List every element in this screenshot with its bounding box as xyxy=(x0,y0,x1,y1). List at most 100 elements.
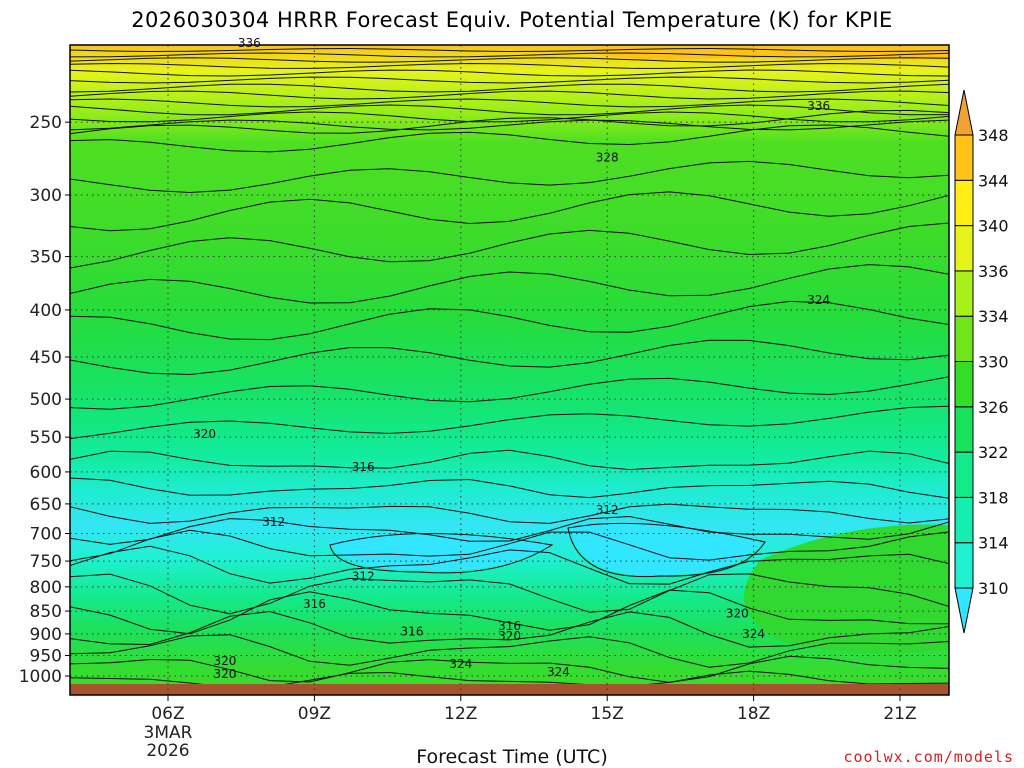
x-tick-label: 09Z xyxy=(298,704,331,724)
contour-line xyxy=(70,98,949,108)
contour-label: 312 xyxy=(352,570,375,584)
colorbar-tick-label: 334 xyxy=(978,307,1009,326)
y-tick-label: 650 xyxy=(30,495,62,515)
contour-line xyxy=(70,69,949,77)
y-tick-label: 700 xyxy=(30,525,62,545)
contour-label: 320 xyxy=(498,629,521,643)
chart-title: 2026030304 HRRR Forecast Equiv. Potentia… xyxy=(131,8,893,32)
y-tick-label: 500 xyxy=(30,390,62,410)
y-tick-label: 450 xyxy=(30,348,62,368)
colorbar-tick-label: 330 xyxy=(978,353,1009,372)
contour-line xyxy=(567,522,766,578)
contour-line xyxy=(70,573,949,615)
y-tick-label: 250 xyxy=(30,113,62,133)
contour-line xyxy=(70,222,949,269)
contour-line xyxy=(70,503,949,524)
x-tick-label: 12Z xyxy=(444,704,477,724)
pressure-axis: 250 300 350 400 450 500 550 600 650 700 750 800 850 9… xyxy=(19,113,70,687)
contour-line xyxy=(70,449,949,471)
watermark-text: coolwx.com/models xyxy=(843,748,1014,766)
contour-line xyxy=(70,52,949,58)
contour-label: 324 xyxy=(807,293,830,307)
contour-line xyxy=(70,109,949,135)
contour-label: 324 xyxy=(742,627,765,641)
contour-label: 316 xyxy=(303,597,326,611)
y-tick-label: 600 xyxy=(30,463,62,483)
contour-line xyxy=(70,610,949,648)
contour-label: 336 xyxy=(807,99,830,113)
y-tick-label: 400 xyxy=(30,301,62,321)
contour-label: 324 xyxy=(449,657,472,671)
x-date-label: 2026 xyxy=(146,741,189,761)
colorbar-segment xyxy=(954,496,974,544)
colorbar-max-arrow xyxy=(954,89,974,136)
y-tick-label: 550 xyxy=(30,428,62,448)
contour-line xyxy=(70,62,949,69)
colorbar-segment xyxy=(954,179,974,227)
contour-label: 320 xyxy=(213,654,236,668)
contour-line xyxy=(70,104,949,116)
contour-line xyxy=(70,405,949,440)
colorbar-segment xyxy=(954,406,974,453)
contour-line xyxy=(329,533,554,574)
x-axis-label: Forecast Time (UTC) xyxy=(416,746,608,768)
contour-label: 316 xyxy=(352,460,375,474)
y-tick-label: 800 xyxy=(30,578,62,598)
x-date-label: 3MAR xyxy=(144,723,193,743)
contour-label: 312 xyxy=(596,503,619,517)
contour-label: 320 xyxy=(213,667,236,681)
y-tick-label: 300 xyxy=(30,186,62,206)
colorbar-tick-label: 336 xyxy=(978,262,1009,281)
contour-label: 316 xyxy=(498,619,521,633)
colorbar-segment xyxy=(954,451,974,498)
contour-label: 336 xyxy=(238,36,261,50)
y-tick-label: 900 xyxy=(30,625,62,645)
colorbar-segment xyxy=(954,542,974,589)
colorbar-tick-label: 340 xyxy=(978,217,1009,236)
y-tick-label: 750 xyxy=(30,552,62,572)
contour-line xyxy=(70,376,949,410)
colorbar-segment xyxy=(954,270,974,317)
low-theta-pocket-left xyxy=(330,533,550,571)
contour-line xyxy=(70,119,949,131)
ground-surface xyxy=(70,684,949,695)
contour-line xyxy=(70,47,949,53)
colorbar-tick-label: 344 xyxy=(978,171,1009,190)
contour-line xyxy=(70,529,949,562)
contour-line xyxy=(70,634,949,668)
contour-label: 320 xyxy=(726,606,749,620)
colorbar-segment xyxy=(954,315,974,363)
colorbar-min-arrow xyxy=(954,587,974,634)
colorbar-tick-label: 326 xyxy=(978,398,1009,417)
contour-line xyxy=(70,124,949,153)
warm-region-lower-right xyxy=(744,524,949,654)
contour-line xyxy=(70,83,949,93)
plot-frame xyxy=(69,44,950,696)
colorbar-tick-label: 318 xyxy=(978,488,1009,507)
x-tick-label: 21Z xyxy=(883,704,916,724)
x-tick-label: 15Z xyxy=(591,704,624,724)
colorbar-tick-label: 310 xyxy=(978,579,1009,598)
colorbar-tick-label: 314 xyxy=(978,534,1009,553)
colorbar-segment xyxy=(954,225,974,272)
low-theta-pocket-right xyxy=(570,522,760,576)
contour-label: 316 xyxy=(401,625,424,639)
contour-label: 320 xyxy=(193,427,216,441)
contour-line xyxy=(70,191,949,232)
x-tick-label: 06Z xyxy=(151,704,184,724)
contour-line xyxy=(70,111,949,123)
contour-label: 312 xyxy=(262,515,285,529)
y-tick-label: 350 xyxy=(30,248,62,268)
contour-line xyxy=(70,589,949,635)
contour-line xyxy=(70,160,949,194)
contour-line xyxy=(70,300,949,341)
contour-line xyxy=(70,90,949,100)
contour-line xyxy=(70,477,949,499)
contour-line xyxy=(70,76,949,84)
colorbar-segment xyxy=(954,361,974,408)
contour-line xyxy=(70,264,949,304)
contour-label: 324 xyxy=(547,665,570,679)
